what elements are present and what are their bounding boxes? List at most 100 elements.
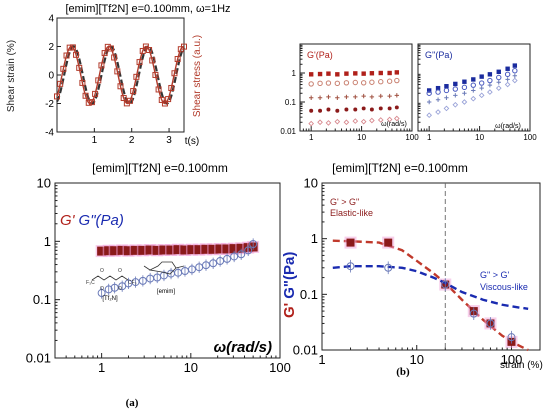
y-tick-label: 0.1 [33, 292, 51, 307]
cation-label: [emim] [157, 289, 175, 295]
panel-b-ticks: 1 10 100 0.01 0.1 1 10 [293, 176, 523, 367]
g-prime-point [138, 245, 148, 255]
inset-point [343, 80, 350, 86]
inset-point [462, 91, 467, 96]
stress-point [155, 86, 162, 93]
g-prime-point [123, 246, 133, 256]
y-tick-label: 0.01 [280, 127, 296, 136]
g-prime-point [194, 245, 204, 255]
y-tick-label: 0.1 [285, 98, 297, 107]
inset-point [394, 105, 399, 110]
g-double-prime-point [202, 261, 211, 270]
panel-b-frame [321, 182, 541, 351]
panel-a-chart: [emim][Tf2N] e=0.100mm G' G"(Pa) ω(rad/s)… [26, 161, 291, 375]
x-tick-label: 3 [166, 135, 172, 146]
x-tick-label: 1 [98, 360, 105, 375]
panel-b-series [332, 183, 529, 352]
inset-point [512, 68, 518, 74]
inset-point [378, 106, 383, 111]
g-prime-point [152, 245, 162, 255]
inset-point [335, 108, 340, 113]
inset-point [487, 77, 493, 84]
inset-point [453, 93, 458, 98]
g-double-prime-point [486, 319, 495, 328]
g-prime-point [208, 244, 218, 254]
g-prime-point [131, 245, 141, 255]
g-double-prime-point [187, 265, 196, 274]
inset-point [511, 77, 518, 84]
stress-point [181, 43, 187, 50]
inset-g-prime-series [308, 70, 400, 127]
stress-point [92, 90, 99, 97]
inset-point [461, 99, 468, 105]
inset-point [435, 89, 441, 95]
inset-point [344, 94, 349, 100]
inset-point [512, 73, 518, 79]
inset-point [343, 119, 350, 126]
fit-curve [332, 265, 529, 310]
stress-point [88, 99, 95, 106]
g-prime-point [173, 245, 183, 255]
inset-point [344, 107, 349, 112]
g-double-prime-point [230, 252, 239, 261]
stress-point [136, 59, 143, 66]
stress-point [127, 97, 134, 104]
stress-point [114, 68, 121, 75]
y-tick-label: 1 [44, 234, 51, 249]
inset-g-prime-frame [299, 43, 413, 132]
inset-point [470, 95, 477, 102]
stress-point [174, 56, 181, 63]
viscous-annotation-line2: Viscous-like [480, 282, 528, 292]
g-prime-point [110, 246, 120, 256]
emim-molecule [143, 261, 185, 275]
elastic-annotation-line2: Elastic-like [330, 208, 373, 218]
stress-point [117, 83, 124, 90]
g-prime-point [187, 245, 197, 255]
svg-text:O: O [100, 286, 104, 292]
x-tick-label: 100 [405, 133, 419, 142]
panel-b-y-label: G' G"(Pa) [281, 252, 298, 318]
inset-point [308, 81, 314, 87]
inset-point [496, 69, 501, 74]
panel-a-caption: (a) [126, 397, 139, 409]
g-double-prime-point [216, 257, 225, 266]
inset-point [352, 118, 359, 124]
inset-point [334, 80, 341, 87]
inset-point [361, 106, 366, 111]
inset-point [386, 78, 393, 84]
stress-point [57, 80, 64, 87]
stress-point [69, 44, 76, 51]
g-double-prime-point [110, 283, 119, 292]
g-prime-point [180, 245, 190, 255]
stress-point [60, 65, 67, 72]
panel-b-x-label: strain (%) [500, 360, 543, 371]
g-double-prime-point [138, 276, 147, 285]
stress-point [133, 73, 140, 80]
x-tick-label: 10 [184, 360, 198, 375]
stress-point [158, 96, 165, 103]
elastic-annotation-line1: G' > G" [330, 197, 359, 207]
inset-g-prime-chart: G'(Pa) ω(rad/s) 1 10 100 0.01 0.1 1 [280, 43, 419, 142]
inset-point [378, 79, 384, 85]
strain-stress-x-label: t(s) [185, 136, 199, 147]
inset-point [426, 90, 432, 96]
inset-point [495, 85, 502, 91]
stress-point [85, 99, 92, 106]
g-double-prime-point [346, 262, 355, 271]
panel-a-title: [emim][Tf2N] e=0.100mm [92, 161, 228, 175]
inset-point [360, 118, 367, 125]
inset-point [487, 72, 493, 77]
panel-b-title: [emim][Tf2N] e=0.100mm [332, 161, 468, 175]
strain-y-label: Shear strain (%) [6, 40, 17, 112]
inset-point [478, 92, 485, 99]
g-double-prime-point [249, 240, 258, 249]
inset-g-prime-ticks: 1 10 100 0.01 0.1 1 [280, 44, 419, 142]
g-prime-point [97, 246, 107, 256]
g-double-prime-point [244, 246, 253, 255]
inset-point [386, 116, 393, 123]
y-tick-label: -2 [45, 99, 54, 110]
inset-g-prime-x-label: ω(rad/s) [381, 121, 407, 128]
inset-point [360, 80, 367, 86]
inset-point [353, 107, 358, 112]
